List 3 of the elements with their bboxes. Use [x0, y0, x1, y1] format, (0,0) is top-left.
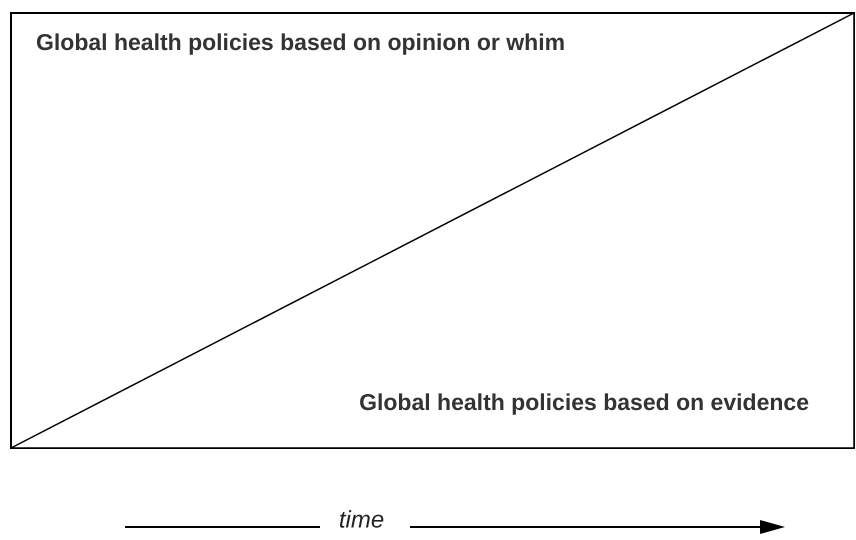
x-axis-title: time — [338, 506, 384, 534]
annotation: Global health policies based on opinion or whim — [36, 29, 566, 55]
series-label: Global health policies based on evidence — [359, 389, 809, 415]
